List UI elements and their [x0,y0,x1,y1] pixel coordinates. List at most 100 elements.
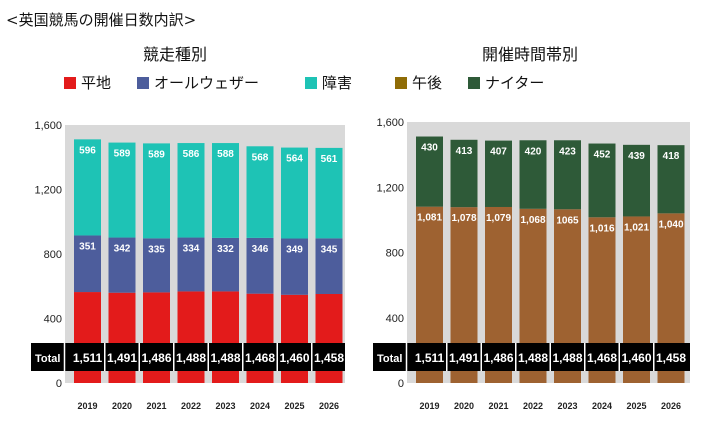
bar-value-label: 423 [559,146,576,157]
total-value: 1,486 [483,351,513,365]
bar-value-label: 568 [252,152,269,163]
bar-value-label: 1,040 [658,219,683,230]
bar-value-label: 346 [252,244,269,255]
x-tick-label: 2024 [250,401,270,411]
x-tick-label: 2020 [112,401,132,411]
x-tick-label: 2019 [77,401,97,411]
bar-value-label: 589 [114,149,131,160]
bar-value-label: 420 [525,146,542,157]
legend-label-jumps: 障害 [322,74,353,92]
total-label: Total [35,353,60,365]
bar-value-label: 586 [183,149,200,160]
bar-segment [246,237,274,294]
x-tick-label: 2021 [146,401,166,411]
bar-value-label: 589 [148,149,165,160]
total-value: 1,488 [552,351,582,365]
bar-value-label: 1,068 [520,215,545,226]
total-value: 1,486 [141,351,171,365]
bar-value-label: 561 [321,154,338,165]
total-value: 1,468 [245,351,275,365]
x-tick-label: 2020 [454,401,474,411]
y-tick-label: 800 [386,248,404,260]
chart-title-type: 競走種別 [142,45,208,64]
x-tick-label: 2022 [523,401,543,411]
bar-segment [177,237,205,292]
bar-segment [450,139,478,208]
legend-swatch-jumps [305,76,317,89]
total-band-0 [31,343,345,371]
legend-swatch-flat [64,76,76,89]
legend-label-flat: 平地 [81,74,112,92]
y-tick-label: 1,600 [34,120,62,132]
legend-swatch-afternoon [395,76,407,89]
page-title: <英国競馬の開催日数内訳> [6,11,197,29]
bar-value-label: 1,081 [417,213,442,224]
bar-value-label: 349 [286,245,303,256]
bar-value-label: 407 [490,147,507,158]
x-tick-label: 2019 [419,401,439,411]
bar-value-label: 334 [183,244,200,255]
y-tick-label: 0 [398,378,404,390]
bar-segment [588,143,616,218]
y-tick-label: 1,200 [34,185,62,197]
bar-value-label: 1,016 [589,223,614,234]
legend-item-all-weather: オールウェザー [137,72,259,93]
bar-value-label: 452 [594,150,611,161]
x-tick-label: 2025 [284,401,304,411]
bar-value-label: 345 [321,244,338,255]
bar-value-label: 335 [148,244,165,255]
bar-segment [485,140,512,207]
legend-label-night: ナイター [485,74,545,92]
bar-value-label: 342 [114,244,131,255]
bar-segment [212,237,239,292]
total-value: 1,491 [107,351,137,365]
bar-segment [554,140,581,210]
total-value: 1,458 [314,351,344,365]
bar-segment [623,144,650,217]
x-tick-label: 2025 [626,401,646,411]
bar-segment [143,238,170,293]
bar-value-label: 430 [421,143,438,154]
legend-swatch-night [468,76,480,89]
bar-segment [108,142,136,238]
total-value: 1,488 [210,351,240,365]
bar-segment [657,145,685,214]
bar-value-label: 332 [217,244,234,255]
y-tick-label: 800 [44,249,62,261]
bar-value-label: 413 [456,146,473,157]
bar-value-label: 588 [217,149,234,160]
total-value: 1,468 [587,351,617,365]
total-value: 1,460 [621,351,651,365]
bar-value-label: 596 [79,145,96,156]
legend-label-afternoon: 午後 [412,74,443,92]
total-value: 1,511 [415,351,445,365]
bar-value-label: 1,021 [624,222,649,233]
total-band-1 [373,343,690,371]
bar-segment [212,143,239,238]
x-tick-label: 2023 [215,401,235,411]
bar-segment [281,147,308,239]
bar-segment [519,140,547,209]
bar-value-label: 1065 [556,215,579,226]
y-tick-label: 400 [44,314,62,326]
legend-label-all-weather: オールウェザー [154,74,260,92]
bar-value-label: 1,079 [486,213,511,224]
total-value: 1,488 [518,351,548,365]
bar-segment [246,146,274,238]
legend-item-jumps: 障害 [305,72,352,93]
x-tick-label: 2024 [592,401,612,411]
total-value: 1,511 [73,351,103,365]
total-value: 1,491 [449,351,479,365]
bar-value-label: 351 [79,241,96,252]
x-tick-label: 2021 [488,401,508,411]
bar-segment [108,237,136,293]
y-tick-label: 1,200 [376,182,404,194]
legend-swatch-all-weather [137,76,149,89]
x-tick-label: 2026 [661,401,681,411]
total-label: Total [377,353,402,365]
bar-segment [74,235,101,293]
bar-segment [74,139,101,236]
bar-segment [315,238,343,294]
x-tick-label: 2026 [319,401,339,411]
